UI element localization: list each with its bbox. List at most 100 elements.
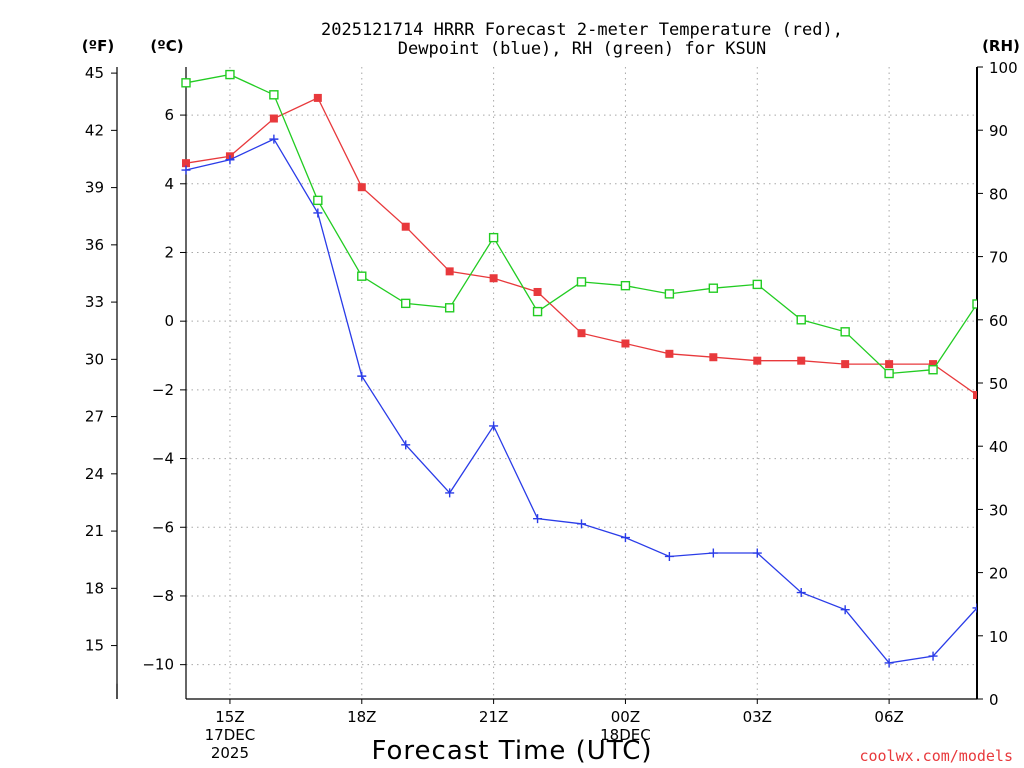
- fahrenheit-tick-label: 42: [85, 121, 104, 139]
- chart-title-line1: 2025121714 HRRR Forecast 2-meter Tempera…: [321, 20, 843, 40]
- rh-tick-label: 40: [989, 438, 1008, 456]
- rh-tick-label: 30: [989, 501, 1008, 519]
- celsius-tick-label: 0: [164, 312, 174, 330]
- fahrenheit-tick-label: 39: [85, 179, 104, 197]
- rh-point: [225, 69, 235, 80]
- celsius-unit-label: (ºC): [150, 37, 183, 55]
- rh-tick-label: 50: [989, 375, 1008, 393]
- fahrenheit-tick-label: 36: [85, 236, 104, 254]
- dewpoint-point: [796, 588, 806, 598]
- dewpoint-point: [752, 548, 762, 558]
- fahrenheit-tick-label: 15: [85, 637, 104, 655]
- dewpoint-point: [225, 155, 235, 165]
- dewpoint-point: [445, 488, 455, 498]
- fahrenheit-tick-label: 30: [85, 350, 104, 368]
- celsius-tick-label: 4: [164, 175, 174, 193]
- celsius-tick-label: −10: [142, 656, 174, 674]
- dewpoint-point: [577, 519, 586, 529]
- celsius-tick-label: −2: [152, 381, 174, 399]
- temperature-point: [533, 287, 542, 296]
- rh-point: [444, 303, 455, 313]
- dewpoint-point: [620, 533, 630, 543]
- rh-point: [269, 90, 279, 100]
- data-series: [181, 69, 977, 668]
- temperature-point: [269, 114, 278, 123]
- celsius-tick-label: −4: [152, 450, 174, 468]
- fahrenheit-tick-label: 27: [85, 408, 104, 426]
- fahrenheit-tick-label: 21: [85, 522, 104, 540]
- rh-point: [840, 327, 850, 337]
- temperature-point: [577, 329, 586, 338]
- rh-tick-label: 10: [989, 628, 1008, 646]
- dewpoint-point: [357, 371, 367, 381]
- rh-point: [313, 195, 323, 206]
- dewpoint-point: [269, 134, 279, 144]
- rh-point: [708, 283, 719, 293]
- dewpoint-point: [313, 208, 323, 218]
- fahrenheit-unit-label: (ºF): [82, 37, 114, 55]
- rh-point: [884, 368, 894, 379]
- fahrenheit-tick-label: 45: [85, 64, 104, 82]
- celsius-tick-label: −8: [152, 587, 174, 605]
- rh-point: [796, 315, 806, 325]
- rh-tick-label: 90: [989, 122, 1008, 140]
- temperature-point: [357, 183, 366, 192]
- temperature-point: [709, 353, 718, 362]
- x-tick-label: 15Z: [215, 708, 244, 726]
- temperature-point: [797, 356, 806, 365]
- temperature-point: [445, 267, 454, 276]
- chart-title-line2: Dewpoint (blue), RH (green) for KSUN: [398, 39, 766, 59]
- temperature-point: [885, 360, 894, 369]
- axes: [111, 66, 983, 704]
- dewpoint-point: [401, 440, 411, 450]
- rh-unit-label: (RH): [982, 37, 1020, 55]
- temperature-point: [973, 391, 977, 400]
- dewpoint-point: [664, 551, 674, 561]
- rh-point: [576, 277, 587, 287]
- dewpoint-point: [972, 603, 977, 613]
- temperature-point: [929, 360, 938, 369]
- x-axis-title: Forecast Time (UTC): [371, 736, 652, 766]
- rh-point: [488, 232, 499, 243]
- x-tick-label: 2025: [211, 744, 249, 762]
- credit-link[interactable]: coolwx.com/models: [859, 747, 1013, 765]
- dewpoint-point: [884, 658, 894, 668]
- rh-tick-label: 60: [989, 312, 1008, 330]
- dewpoint-point: [533, 514, 543, 524]
- rh-point: [401, 298, 411, 309]
- x-tick-label: 03Z: [743, 708, 772, 726]
- x-tick-label: 18DEC: [600, 726, 651, 744]
- x-tick-label: 17DEC: [205, 726, 256, 744]
- rh-point: [928, 365, 938, 375]
- x-tick-label: 21Z: [479, 708, 508, 726]
- temperature-point: [401, 222, 410, 231]
- rh-point: [664, 289, 675, 299]
- celsius-tick-label: 2: [164, 243, 174, 261]
- rh-tick-label: 100: [989, 59, 1018, 77]
- x-tick-label: 18Z: [347, 708, 376, 726]
- dewpoint-point: [840, 605, 850, 615]
- grid-lines: [186, 67, 977, 699]
- dewpoint-point: [928, 651, 938, 661]
- rh-point: [532, 306, 543, 317]
- dewpoint-point: [708, 548, 718, 558]
- fahrenheit-tick-label: 33: [85, 293, 104, 311]
- rh-point: [972, 299, 977, 309]
- x-tick-label: 00Z: [611, 708, 640, 726]
- celsius-tick-label: −6: [152, 518, 174, 536]
- rh-point: [620, 280, 631, 291]
- x-tick-label: 06Z: [874, 708, 903, 726]
- temperature-point: [489, 274, 498, 283]
- temperature-point: [182, 159, 190, 168]
- temperature-point: [313, 93, 322, 102]
- rh-tick-label: 70: [989, 249, 1008, 267]
- rh-tick-label: 0: [989, 691, 999, 709]
- temperature-point: [621, 339, 630, 348]
- rh-point: [357, 271, 367, 281]
- rh-point: [752, 279, 762, 290]
- temperature-point: [841, 360, 850, 369]
- fahrenheit-tick-label: 24: [85, 465, 104, 483]
- rh-tick-label: 20: [989, 565, 1008, 583]
